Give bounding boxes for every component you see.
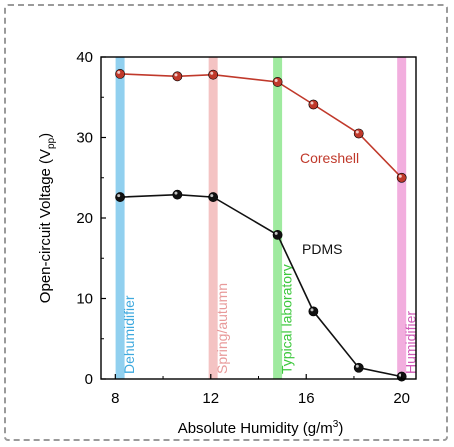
- series-1-highlight-2: [210, 194, 214, 198]
- band-label-0: Dehumidifier: [121, 295, 137, 374]
- dashed-frame: [4, 4, 448, 441]
- y-axis-label: Open-circuit Voltage (Vpp): [37, 133, 57, 303]
- y-tick-label-3: 30: [76, 130, 93, 147]
- band-3: [397, 57, 407, 379]
- series-line-1: [120, 193, 402, 378]
- humidity-bands: Dehumidifier Spring/autumn Typical laborat…: [115, 57, 419, 379]
- series-0-point-0: [115, 69, 125, 79]
- x-tick-label-0: 8: [111, 390, 119, 407]
- y-tick-label-1: 10: [76, 291, 93, 308]
- series-1-highlight-1: [174, 191, 178, 195]
- band-label-3: Humidifier: [403, 311, 419, 374]
- series-0-point-1: [172, 71, 183, 82]
- series-1-point-3: [272, 230, 283, 240]
- series-0-point-5: [353, 128, 364, 139]
- y-tick-label-0: 0: [85, 371, 93, 388]
- series-lines: [115, 69, 407, 382]
- series-0-highlight-3: [274, 78, 278, 82]
- series-1-highlight-5: [355, 364, 359, 368]
- series-0-point-3: [272, 77, 283, 87]
- series-1-point-2: [208, 192, 219, 202]
- y-tick-label-4: 40: [76, 49, 93, 66]
- series-1-point-5: [353, 362, 364, 373]
- x-tick-label-3: 20: [393, 390, 410, 407]
- series-0-point-6: [396, 172, 407, 183]
- labels: Coreshell PDMS Absolute Humidity (g/m3) Ope…: [37, 133, 359, 437]
- series-0-highlight-6: [398, 174, 402, 178]
- y-tick-label-2: 20: [76, 210, 93, 227]
- series-0-highlight-5: [355, 130, 359, 134]
- series-1-highlight-6: [398, 373, 402, 377]
- series-0-point-4: [308, 99, 319, 110]
- series-1-point-4: [308, 306, 319, 317]
- series-1-highlight-4: [310, 308, 314, 312]
- series-0-highlight-1: [174, 73, 178, 77]
- x-tick-label-2: 16: [298, 390, 315, 407]
- series-0-point-2: [208, 69, 219, 80]
- band-1: [208, 57, 218, 379]
- series-line-0: [120, 73, 403, 179]
- series-0-highlight-4: [310, 101, 314, 105]
- series-1-highlight-3: [274, 231, 278, 235]
- band-0: [115, 57, 125, 379]
- band-label-1: Spring/autumn: [214, 283, 230, 374]
- series-label-pdms: PDMS: [302, 241, 342, 257]
- series-1-highlight-0: [117, 194, 121, 198]
- x-axis-label: Absolute Humidity (g/m3): [178, 419, 344, 437]
- series-1-point-1: [172, 189, 183, 200]
- plot-frame: [100, 56, 417, 380]
- series-0-highlight-0: [117, 70, 121, 74]
- x-tick-label-1: 12: [202, 390, 219, 407]
- axes: 0 10 20 30 40 8 12 16 20: [76, 49, 417, 407]
- band-label-2: Typical laboratory: [279, 264, 295, 374]
- series-label-coreshell: Coreshell: [300, 150, 359, 166]
- band-2: [273, 57, 283, 379]
- series-1-point-0: [115, 192, 125, 202]
- series-0-highlight-2: [210, 71, 214, 75]
